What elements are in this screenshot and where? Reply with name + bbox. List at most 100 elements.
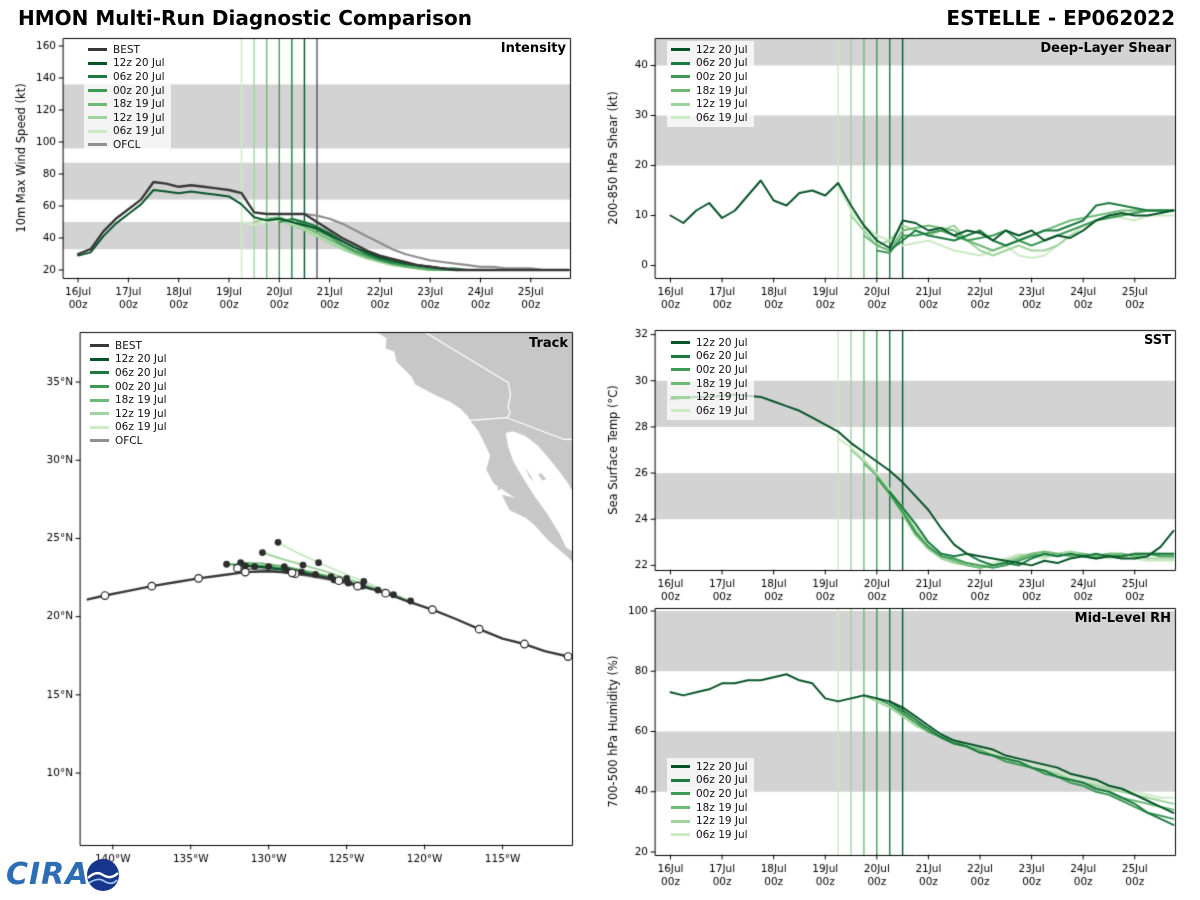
legend-entry: 00z 20 Jul [88,84,165,98]
legend-swatch [90,344,109,348]
legend-sst: 12z 20 Jul 06z 20 Jul 00z 20 Jul 18z 19 Jul… [667,334,754,420]
cira-globe-icon [86,859,119,891]
legend-swatch [88,116,107,120]
legend-label: 00z 20 Jul [115,380,167,393]
legend-label: 06z 20 Jul [115,366,167,379]
legend-entry: 12z 19 Jul [671,814,748,828]
legend-label: 06z 19 Jul [115,421,167,434]
cira-logo: CIRA [6,856,122,894]
legend-label: 18z 19 Jul [113,98,165,111]
legend-entry: 12z 20 Jul [671,760,748,774]
legend-entry: OFCL [88,138,165,152]
legend-entry: 06z 19 Jul [88,125,165,139]
legend-swatch [671,341,690,345]
legend-entry: 18z 19 Jul [90,393,167,407]
legend-label: 06z 19 Jul [113,125,165,138]
legend-label: 00z 20 Jul [696,787,748,800]
legend-swatch [88,143,107,147]
legend-entry: 00z 20 Jul [671,70,748,84]
legend-entry: 06z 20 Jul [88,70,165,84]
legend-label: 06z 20 Jul [696,774,748,787]
legend-swatch [90,357,109,361]
legend-entry: 06z 19 Jul [671,404,748,418]
legend-entry: 18z 19 Jul [671,84,748,98]
legend-label: 12z 20 Jul [696,43,748,56]
legend-label: OFCL [115,434,143,447]
legend-label: BEST [115,339,142,352]
cira-logo-text: CIRA [6,857,90,892]
legend-label: OFCL [113,138,141,151]
legend-swatch [671,354,690,358]
legend-swatch [88,48,107,52]
legend-entry: 12z 20 Jul [90,353,167,367]
legend-swatch [88,75,107,79]
legend-entry: 12z 20 Jul [671,43,748,57]
legend-swatch [671,116,690,120]
legend-label: 06z 20 Jul [113,70,165,83]
legend-entry: 12z 19 Jul [671,390,748,404]
legend-entry: 06z 20 Jul [671,350,748,364]
legend-label: 00z 20 Jul [696,363,748,376]
legend-swatch [671,806,690,810]
legend-entry: 06z 20 Jul [90,366,167,380]
legend-label: 06z 19 Jul [696,404,748,417]
legend-label: 12z 19 Jul [696,98,748,111]
legend-entry: 00z 20 Jul [90,380,167,394]
legend-swatch [671,48,690,52]
panel-title-shear: Deep-Layer Shear [1040,41,1171,56]
legend-entry: 12z 20 Jul [88,57,165,71]
legend-entry: 00z 20 Jul [671,363,748,377]
legend-label: 12z 20 Jul [696,760,748,773]
legend-entry: BEST [90,339,167,353]
legend-intensity: BEST 12z 20 Jul 06z 20 Jul 00z 20 Jul 18z 19… [84,41,171,154]
legend-label: 06z 19 Jul [696,828,748,841]
legend-track: BEST 12z 20 Jul 06z 20 Jul 00z 20 Jul 18z 19… [86,337,173,450]
legend-swatch [671,61,690,65]
legend-entry: 06z 19 Jul [671,111,748,125]
legend-swatch [671,819,690,823]
legend-entry: 12z 19 Jul [671,97,748,111]
legend-swatch [88,102,107,106]
legend-swatch [671,395,690,399]
legend-rh: 12z 20 Jul 06z 20 Jul 00z 20 Jul 18z 19 Jul… [667,758,754,844]
legend-entry: 18z 19 Jul [671,801,748,815]
legend-swatch [671,409,690,413]
legend-swatch [88,89,107,93]
legend-entry: 06z 20 Jul [671,57,748,71]
panel-title-track: Track [529,336,568,351]
legend-swatch [671,765,690,769]
legend-swatch [671,792,690,796]
legend-swatch [90,439,109,443]
legend-entry: 00z 20 Jul [671,787,748,801]
legend-entry: 18z 19 Jul [88,97,165,111]
legend-swatch [671,833,690,837]
legend-label: 12z 19 Jul [696,391,748,404]
legend-label: 00z 20 Jul [113,84,165,97]
legend-swatch [90,412,109,416]
legend-shear: 12z 20 Jul 06z 20 Jul 00z 20 Jul 18z 19 Jul… [667,41,754,127]
legend-entry: 06z 20 Jul [671,774,748,788]
legend-label: 18z 19 Jul [696,377,748,390]
legend-entry: 06z 19 Jul [90,421,167,435]
storm-title: ESTELLE - EP062022 [946,6,1175,30]
panel-title-sst: SST [1143,333,1171,348]
legend-swatch [88,129,107,133]
legend-label: 12z 19 Jul [696,815,748,828]
legend-label: 18z 19 Jul [115,394,167,407]
legend-swatch [90,398,109,402]
legend-label: 06z 20 Jul [696,350,748,363]
legend-swatch [671,89,690,93]
legend-swatch [671,778,690,782]
legend-entry: BEST [88,43,165,57]
legend-swatch [671,382,690,386]
legend-swatch [90,371,109,375]
legend-label: 06z 20 Jul [696,57,748,70]
panel-title-intensity: Intensity [500,41,566,56]
legend-entry: 12z 19 Jul [90,407,167,421]
legend-swatch [90,385,109,389]
legend-entry: OFCL [90,434,167,448]
legend-label: 12z 20 Jul [115,353,167,366]
legend-label: 18z 19 Jul [696,84,748,97]
